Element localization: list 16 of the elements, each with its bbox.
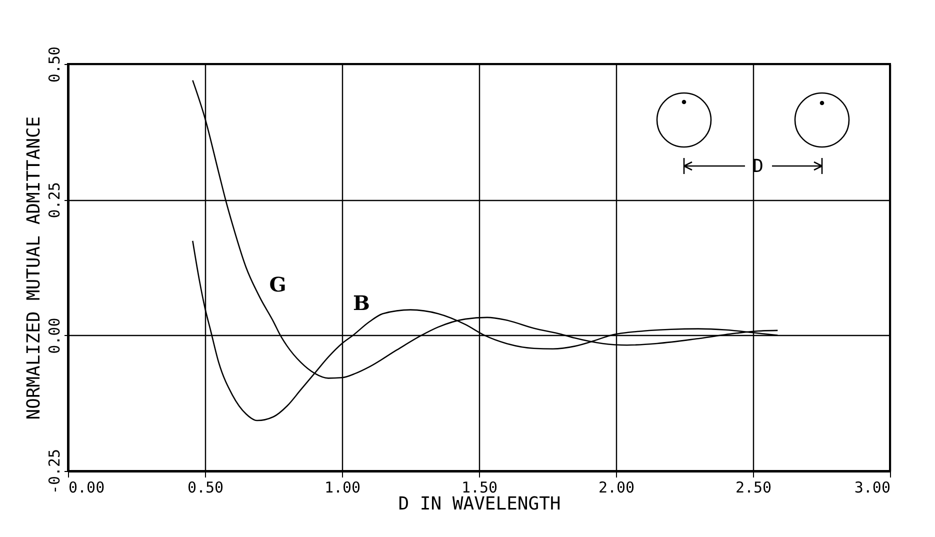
x-tick-label: 3.00 [854,478,890,496]
series-label: B [352,290,370,315]
y-tick-label: 0.50 [46,46,64,83]
x-tick-label: 2.50 [735,478,772,496]
distance-label: D [752,156,764,177]
y-tick-label: 0.25 [46,182,64,218]
y-tick-label: -0.25 [46,448,64,494]
series-label: G [269,272,286,296]
x-tick-label: 1.50 [461,478,498,496]
x-tick-label: 2.00 [598,478,635,496]
x-axis-title: D IN WAVELENGTH [398,494,561,514]
y-tick-label: 0.00 [46,318,64,354]
y-axis-title: NORMALIZED MUTUAL ADMITTANCE [24,116,44,420]
x-tick-label: 0.00 [68,478,105,496]
x-tick-label: 1.00 [324,478,361,496]
x-tick-label: 0.50 [187,478,224,496]
